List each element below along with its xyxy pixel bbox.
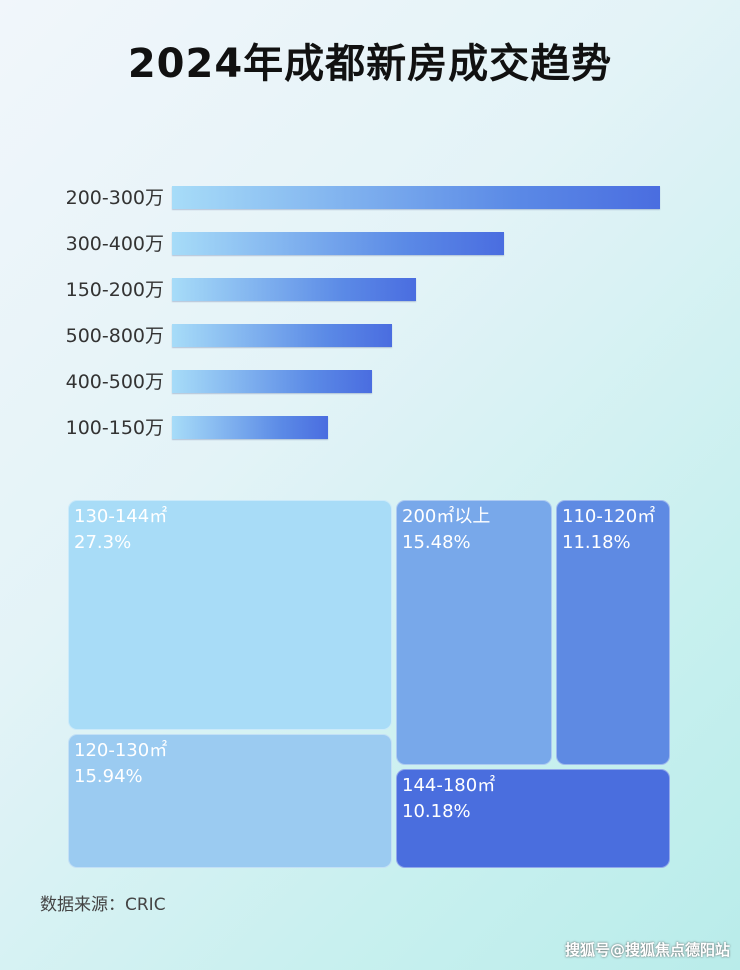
- treemap-tile: [396, 500, 552, 765]
- bar: [172, 278, 416, 301]
- treemap-tile: [556, 500, 670, 765]
- bar-label: 150-200万: [65, 279, 164, 301]
- tile-value: 15.94%: [74, 766, 143, 787]
- chart-title: 2024年成都新房成交趋势: [127, 41, 613, 87]
- bar-label: 100-150万: [65, 417, 164, 439]
- tile-label: 110-120㎡: [562, 506, 656, 527]
- tile-label: 200㎡以上: [402, 506, 491, 527]
- tile-label: 144-180㎡: [402, 775, 496, 796]
- bar-label: 300-400万: [65, 233, 164, 255]
- data-source: 数据来源：CRIC: [40, 895, 166, 915]
- bar: [172, 416, 329, 439]
- treemap-tile: [68, 734, 392, 868]
- tile-label: 130-144㎡: [74, 506, 168, 527]
- tile-label: 120-130㎡: [74, 740, 168, 761]
- bar: [172, 232, 504, 255]
- tile-value: 10.18%: [402, 801, 471, 822]
- treemap-tile: [396, 769, 670, 868]
- bar: [172, 370, 373, 393]
- bar: [172, 186, 660, 209]
- treemap-tile: [68, 500, 392, 730]
- tile-value: 27.3%: [74, 532, 132, 553]
- tile-value: 11.18%: [562, 532, 631, 553]
- tile-value: 15.48%: [402, 532, 471, 553]
- bar-label: 200-300万: [65, 187, 164, 209]
- watermark: 搜狐号@搜狐焦点德阳站: [564, 941, 730, 959]
- bar-label: 400-500万: [65, 371, 164, 393]
- bar-label: 500-800万: [65, 325, 164, 347]
- bar: [172, 324, 392, 347]
